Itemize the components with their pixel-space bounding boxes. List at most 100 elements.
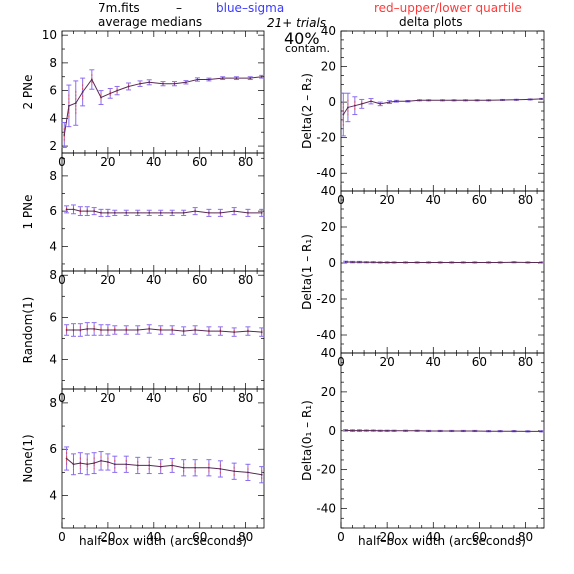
data-point [441, 99, 444, 102]
data-point [74, 102, 77, 104]
data-point [347, 106, 349, 109]
data-point [81, 91, 84, 93]
median-series-line [66, 458, 262, 476]
data-point [393, 429, 395, 432]
median-series-line [345, 429, 542, 432]
data-point [159, 211, 162, 214]
y-tick-label: -40 [316, 502, 336, 516]
y-tick-label: -20 [316, 131, 336, 145]
data-point [233, 470, 236, 473]
x-tick-label: 80 [238, 155, 253, 169]
data-point [379, 102, 382, 105]
data-point [65, 208, 68, 211]
data-point [247, 471, 249, 474]
data-point [233, 331, 236, 334]
data-point [159, 465, 162, 468]
x-tick-label: 60 [192, 273, 207, 287]
data-point [79, 210, 82, 213]
data-point [219, 468, 222, 470]
y-tick-label: 6 [49, 204, 57, 218]
data-point [208, 466, 210, 469]
data-point [100, 211, 102, 214]
median-series-line [63, 76, 262, 136]
data-point [208, 211, 210, 214]
y-tick-label: 2 [49, 139, 57, 153]
median-series-line [342, 98, 542, 115]
data-point [416, 429, 419, 432]
figure-header: 7m.fits – blue–sigma red–upper/lower qua… [98, 1, 522, 55]
data-point [148, 328, 151, 330]
x-tick-label: 20 [379, 530, 394, 544]
data-point [499, 430, 502, 433]
data-point [90, 78, 93, 81]
x-tick-label: 60 [192, 530, 207, 544]
data-point [93, 462, 96, 465]
data-point [63, 134, 66, 136]
data-point [182, 466, 185, 469]
y-tick-label: 8 [49, 169, 57, 183]
data-point [148, 464, 151, 467]
x-tick-label: 40 [426, 530, 441, 544]
data-point [404, 429, 407, 432]
y-tick-label: -20 [316, 292, 336, 306]
data-point [515, 98, 518, 101]
x-tick-label: 0 [58, 530, 66, 544]
data-point [393, 261, 395, 264]
data-point [427, 430, 430, 432]
panel-frame [61, 388, 265, 529]
data-point [107, 329, 109, 331]
data-point [513, 261, 515, 264]
data-point [351, 429, 354, 432]
data-point [499, 261, 502, 264]
data-point [173, 82, 176, 85]
data-point [372, 429, 375, 432]
left-column-title: average medians [98, 15, 202, 29]
data-point [379, 429, 382, 432]
y-tick-label: 20 [321, 60, 336, 74]
data-point [233, 210, 236, 213]
data-point [370, 100, 372, 103]
median-series-line [345, 261, 542, 263]
x-tick-label: 20 [100, 391, 115, 405]
data-point [221, 77, 224, 80]
data-point [418, 99, 421, 102]
data-point [462, 261, 465, 264]
data-point [100, 96, 102, 99]
file-name: 7m.fits [98, 1, 140, 15]
y-tick-label: -40 [316, 166, 336, 180]
data-point [65, 457, 68, 460]
data-point [406, 100, 409, 103]
data-point [219, 211, 222, 214]
data-point [353, 104, 356, 107]
data-point [501, 99, 504, 101]
data-point [540, 98, 543, 100]
data-point [386, 261, 389, 264]
y-axis-label: 2 PNe [21, 74, 35, 109]
data-point [194, 210, 197, 213]
y-tick-label: 20 [321, 385, 336, 399]
x-tick-label: 80 [518, 193, 533, 207]
x-tick-label: 60 [192, 391, 207, 405]
x-tick-label: 40 [146, 391, 161, 405]
x-tick-label: 20 [100, 155, 115, 169]
data-point [125, 329, 128, 331]
data-point [439, 261, 442, 264]
data-point [358, 429, 361, 432]
data-point [113, 211, 116, 214]
data-point [404, 261, 407, 264]
y-tick-label: 40 [321, 184, 336, 198]
data-point [427, 99, 430, 102]
data-point [93, 210, 96, 213]
data-point [540, 261, 543, 264]
y-tick-label: 0 [328, 424, 336, 438]
x-tick-label: 20 [100, 273, 115, 287]
y-tick-label: 4 [49, 353, 57, 367]
data-point [159, 329, 162, 331]
data-point [219, 330, 222, 332]
y-tick-label: 40 [321, 24, 336, 38]
median-series-line [66, 208, 262, 214]
